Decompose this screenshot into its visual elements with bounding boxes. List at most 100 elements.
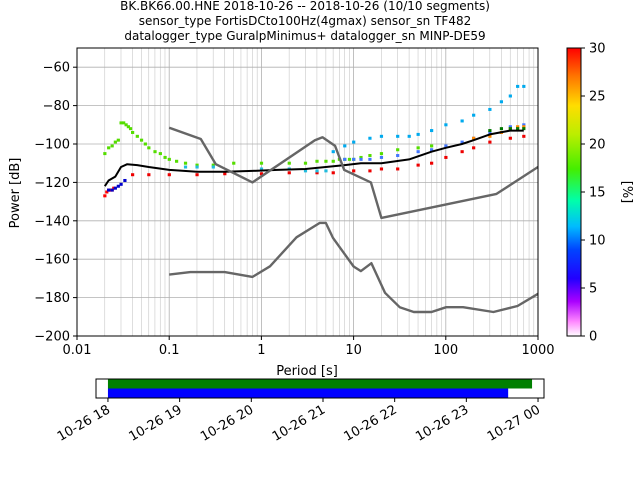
availability-tick-label: 10-27 00 — [485, 402, 543, 444]
histogram-cell — [147, 173, 151, 177]
histogram-cell — [347, 157, 352, 161]
histogram-cell — [460, 150, 464, 154]
histogram-cell — [195, 165, 199, 169]
histogram-cell — [123, 178, 127, 182]
histogram-cell — [128, 127, 133, 131]
histogram-cell — [183, 161, 188, 165]
histogram-cell — [407, 134, 411, 138]
histogram-cell — [103, 194, 107, 198]
histogram-cell — [259, 161, 264, 165]
colorbar-tick-label: 15 — [589, 186, 606, 201]
title-line-3: datalogger_type GuralpMinimus+ datalogge… — [124, 29, 485, 43]
y-axis-label: Power [dB] — [8, 158, 23, 229]
histogram-cell — [416, 150, 420, 154]
histogram-cell — [379, 134, 384, 138]
histogram-cell — [508, 94, 512, 98]
histogram-cell — [211, 165, 215, 169]
histogram-cell — [126, 125, 130, 129]
colorbar-tick-label: 20 — [589, 138, 606, 153]
histogram-cell — [131, 130, 135, 134]
histogram-cell — [331, 171, 335, 175]
histogram-cell — [167, 157, 171, 161]
histogram-cell — [223, 172, 227, 176]
histogram-cell — [108, 188, 113, 192]
histogram-cell — [444, 155, 448, 159]
histogram-cell — [352, 140, 356, 144]
histogram-cell — [460, 140, 464, 144]
histogram-cell — [359, 155, 363, 159]
histogram-cell — [499, 100, 504, 104]
histogram-cell — [122, 121, 126, 125]
histogram-cell — [508, 127, 512, 131]
histogram-cell — [315, 159, 319, 163]
y-tick-label: −200 — [34, 330, 70, 345]
histogram-cell — [143, 142, 147, 146]
histogram-cell — [430, 148, 434, 152]
histogram-cell — [259, 172, 264, 176]
histogram-cell — [303, 169, 308, 173]
histogram-cell — [116, 138, 120, 142]
x-tick-label: 1 — [257, 343, 265, 358]
histogram-cell — [119, 182, 123, 186]
histogram-cell — [343, 144, 347, 148]
histogram-cell — [107, 146, 111, 150]
plot-area: 0.01 0.1 1 10 100 1000 −200 −180 −160 −140 −120 −10… — [34, 47, 555, 358]
availability-bar — [107, 388, 509, 398]
histogram-cell — [139, 138, 144, 142]
colorbar-tick-label: 0 — [589, 330, 597, 345]
availability-tick-label: 10-26 22 — [342, 402, 400, 444]
histogram-cell — [103, 152, 107, 156]
histogram-cell — [131, 173, 135, 177]
histogram-cell — [147, 146, 151, 150]
x-axis-label: Period [s] — [276, 364, 338, 379]
histogram-cell — [488, 140, 492, 144]
title-line-2: sensor_type FortisDCto100Hz(4gmax) senso… — [139, 14, 471, 28]
histogram-cell — [396, 148, 400, 152]
series-mean — [103, 129, 524, 187]
histogram-cell — [430, 161, 434, 165]
histogram-cell — [379, 152, 384, 156]
colorbar-label: [%] — [619, 181, 634, 204]
colorbar: 0 5 10 15 20 25 30 — [566, 42, 606, 345]
histogram-cell — [195, 163, 199, 167]
histogram-cell — [315, 169, 319, 173]
histogram-cell — [124, 123, 128, 127]
plot-frame — [76, 47, 539, 337]
histogram-cell — [416, 132, 420, 136]
histogram-cell — [472, 146, 476, 150]
histogram-cell — [460, 119, 464, 123]
histogram-cell — [488, 107, 492, 111]
histogram-cell — [352, 169, 356, 173]
colorbar-tick-label: 25 — [589, 90, 606, 105]
histogram-cell — [488, 134, 492, 138]
histogram-cell — [444, 123, 448, 127]
colorbar-tick-label: 5 — [589, 282, 597, 297]
histogram-cell — [315, 171, 319, 175]
availability-tick-label: 10-26 20 — [198, 402, 256, 444]
histogram-cell — [110, 188, 114, 192]
histogram-cell — [416, 146, 420, 150]
histogram-cell — [232, 161, 236, 165]
histogram-cell — [516, 127, 520, 131]
histogram-cell — [379, 155, 384, 159]
y-tick-label: −160 — [34, 253, 70, 268]
colorbar-bar — [566, 47, 582, 337]
histogram-cell — [396, 134, 400, 138]
histogram-cell — [396, 167, 400, 171]
availability-tick-label: 10-26 23 — [413, 402, 471, 444]
histogram-cell — [368, 169, 372, 173]
histogram-cell — [368, 154, 372, 158]
histogram-cell — [516, 84, 520, 88]
histogram-cell — [324, 169, 328, 173]
histogram-cell — [116, 184, 120, 188]
histogram-cell — [343, 157, 347, 161]
histogram-cell — [119, 121, 123, 125]
histogram-cell — [508, 136, 512, 140]
availability-frame — [95, 378, 545, 399]
histogram-cell — [175, 159, 179, 163]
histogram-cell — [522, 125, 526, 129]
histogram-cell — [472, 113, 476, 117]
availability-tick-label: 10-26 21 — [270, 402, 328, 444]
histogram-cell — [368, 157, 372, 161]
